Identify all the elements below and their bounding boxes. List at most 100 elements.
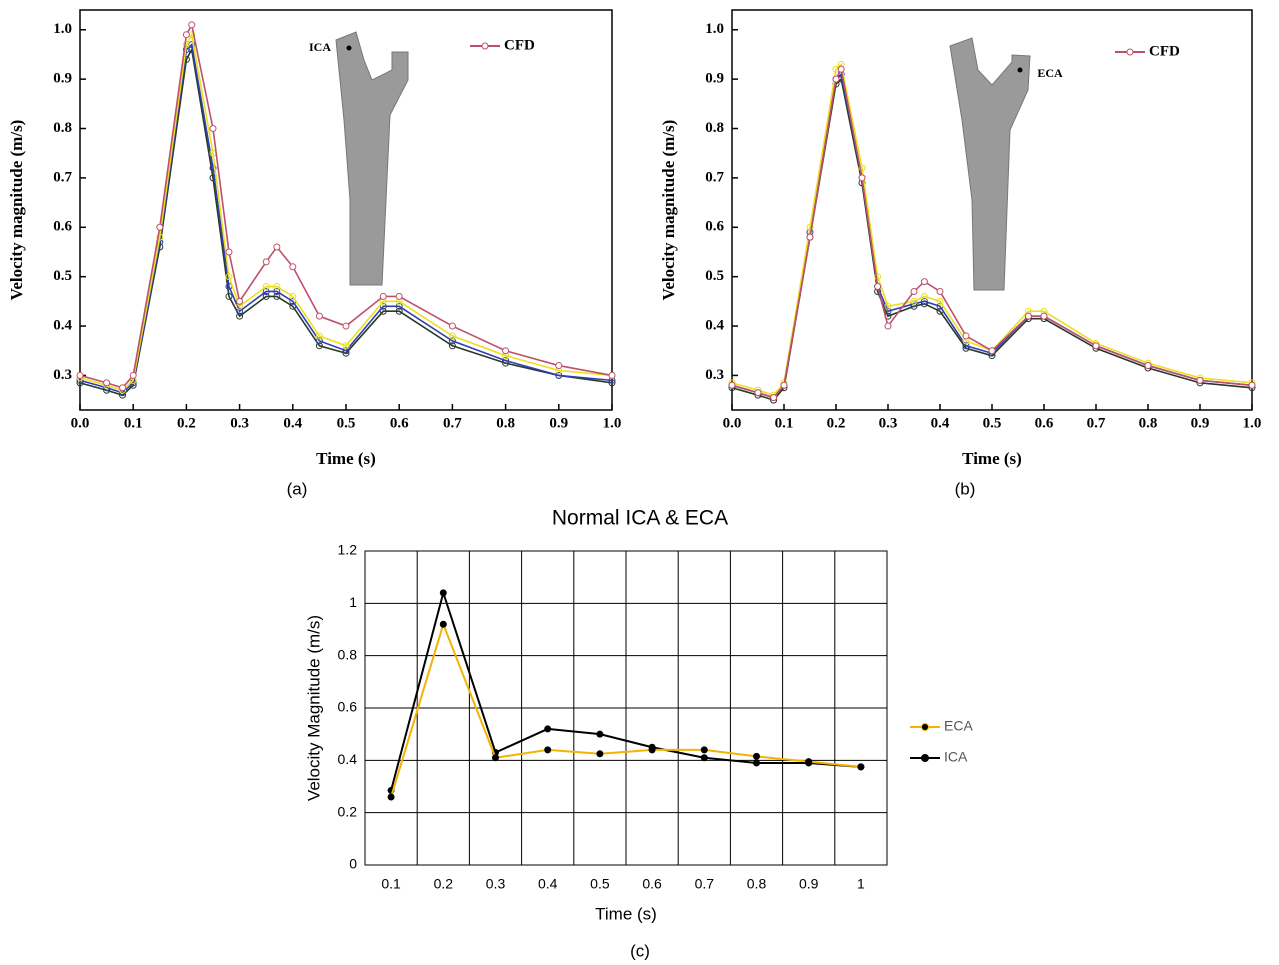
data-point — [962, 332, 970, 340]
data-point — [315, 342, 323, 350]
data-point — [342, 347, 350, 355]
data-point — [555, 362, 563, 370]
data-point — [806, 223, 814, 231]
x-tick-label: 1.0 — [603, 415, 622, 431]
chart: 0.3 0.4 0.5 0.6 0.7 0.8 0.9 1.0 0.0 0.1 0.2 0.3 0.4 0… — [659, 9, 1262, 468]
x-tick-label: 0.4 — [931, 415, 950, 431]
probe-point — [1017, 67, 1023, 73]
data-point — [910, 287, 918, 295]
y-tick-label: 0.8 — [53, 120, 72, 136]
data-point — [988, 347, 996, 355]
data-point — [1092, 342, 1100, 350]
data-point — [439, 589, 447, 597]
data-point — [273, 283, 281, 291]
data-point — [874, 273, 882, 281]
data-point — [76, 379, 84, 387]
data-point — [289, 263, 297, 271]
y-tick-label: 0.5 — [705, 268, 724, 284]
data-point — [858, 174, 866, 182]
data-point — [910, 297, 918, 305]
x-tick-label: 0.8 — [747, 876, 767, 892]
y-tick-label: 0.8 — [338, 646, 358, 662]
data-point — [273, 292, 281, 300]
data-point — [648, 746, 656, 754]
y-tick-label: 0.3 — [705, 367, 724, 383]
x-tick-label: 0.2 — [434, 876, 454, 892]
probe-point — [346, 45, 352, 51]
data-point — [273, 243, 281, 251]
data-point — [225, 292, 233, 300]
data-point — [448, 342, 456, 350]
data-point — [236, 307, 244, 315]
data-point — [780, 381, 788, 389]
data-point — [209, 125, 217, 133]
legend-label: ECA — [944, 718, 973, 734]
data-point — [936, 287, 944, 295]
data-point — [209, 164, 217, 172]
data-point — [262, 258, 270, 266]
data-point — [1024, 312, 1032, 320]
data-point — [262, 287, 270, 295]
series-line — [731, 62, 1253, 397]
data-point — [395, 307, 403, 315]
data-point — [76, 371, 84, 379]
x-tick-label: 0.1 — [775, 415, 794, 431]
x-tick-label: 0.3 — [486, 876, 506, 892]
data-point — [920, 278, 928, 286]
data-point — [315, 337, 323, 345]
legend-marker — [481, 42, 489, 50]
annotation: ICA — [309, 40, 331, 54]
data-point — [754, 389, 762, 397]
chart-title: Normal ICA & ECA — [552, 507, 728, 530]
x-axis-title: Time (s) — [595, 904, 657, 923]
data-point — [728, 381, 736, 389]
x-tick-label: 0.7 — [695, 876, 715, 892]
y-tick-label: 0.8 — [705, 120, 724, 136]
data-point — [700, 754, 708, 762]
annotation: ECA — [1037, 66, 1063, 80]
series-line — [390, 621, 861, 798]
data-point — [119, 384, 127, 392]
data-point — [379, 302, 387, 310]
caption: (c) — [630, 941, 650, 960]
data-point — [962, 342, 970, 350]
data-point — [608, 371, 616, 379]
data-point — [448, 337, 456, 345]
y-tick-label: 1.0 — [53, 21, 72, 37]
data-point — [342, 322, 350, 330]
x-axis-title: Time (s) — [962, 449, 1022, 468]
data-point — [770, 394, 778, 402]
x-tick-label: 0.0 — [71, 415, 90, 431]
data-point — [448, 322, 456, 330]
data-point — [395, 302, 403, 310]
data-point — [188, 21, 196, 29]
y-tick-label: 1.0 — [705, 21, 724, 37]
y-tick-label: 0.6 — [338, 699, 358, 715]
data-point — [387, 793, 395, 801]
x-tick-label: 0.1 — [124, 415, 143, 431]
x-tick-label: 0.9 — [1191, 415, 1210, 431]
data-point — [544, 746, 552, 754]
caption: (b) — [955, 479, 976, 498]
data-point — [315, 312, 323, 320]
legend-label: ICA — [944, 749, 968, 765]
data-point — [753, 759, 760, 767]
y-tick-label: 0.4 — [705, 317, 724, 333]
data-point — [874, 283, 882, 291]
y-tick-label: 0 — [349, 856, 357, 872]
x-tick-label: 0.3 — [879, 415, 898, 431]
y-tick-label: 1 — [349, 594, 357, 610]
y-axis-title: Velocity magnitude (m/s) — [7, 120, 26, 301]
y-tick-label: 0.9 — [705, 71, 724, 87]
data-point — [544, 725, 552, 733]
data-point — [182, 41, 190, 49]
chart: 0 0.2 0.4 0.6 0.8 1 1.2 0.1 0.2 0.3 0.4 0.5 0.6 0.7 0.… — [304, 542, 973, 924]
data-point — [342, 342, 350, 350]
x-tick-label: 0.1 — [381, 876, 401, 892]
data-point — [379, 307, 387, 315]
data-point — [700, 746, 708, 754]
y-tick-label: 0.6 — [53, 219, 72, 235]
y-tick-label: 0.4 — [338, 751, 358, 767]
caption: (a) — [287, 479, 308, 498]
x-tick-label: 1.0 — [1243, 415, 1262, 431]
